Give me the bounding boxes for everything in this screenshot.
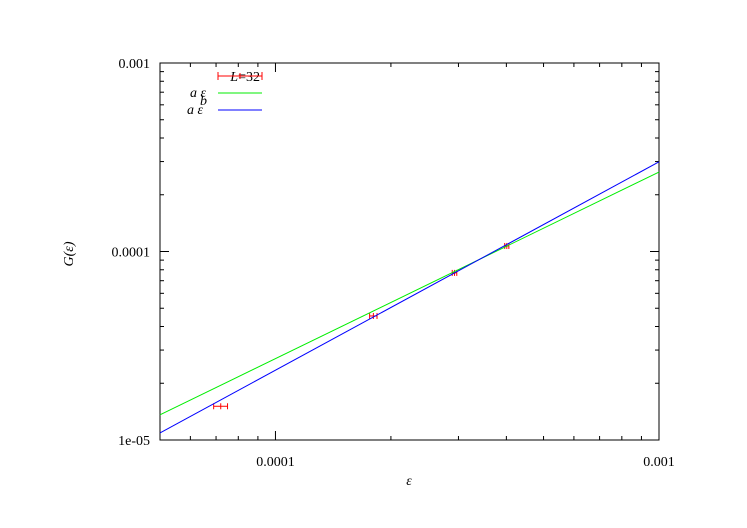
plot-area — [159, 161, 660, 434]
x-axis-title: ε — [406, 474, 412, 489]
y-tick-labels: 1e-05 0.0001 0.001 — [112, 57, 151, 449]
y-axis-title: G(ε) — [62, 241, 77, 266]
fit-line — [159, 161, 660, 434]
legend-label-linear-fit: a ε — [190, 86, 207, 101]
legend: L=32 a ε a ε b — [187, 70, 263, 118]
y-tick-label: 0.001 — [119, 57, 151, 72]
legend-item-power-fit: a ε b — [187, 94, 262, 118]
x-tick-label: 0.0001 — [256, 455, 295, 470]
legend-label-power-fit: a ε — [187, 103, 204, 118]
series-1 — [159, 171, 660, 416]
legend-item-l32: L=32 — [217, 70, 263, 85]
data-point-errorbar — [213, 403, 229, 410]
y-tick-label: 0.0001 — [112, 246, 151, 261]
tick-marks — [159, 62, 660, 441]
series-2 — [159, 161, 660, 434]
x-tick-label: 0.001 — [643, 455, 675, 470]
legend-label-power-exponent: b — [200, 94, 207, 109]
legend-label-l32: L=32 — [229, 70, 260, 85]
legend-swatch-errorbar-icon — [217, 72, 263, 80]
x-tick-labels: 0.0001 0.001 — [256, 455, 675, 470]
legend-item-linear-fit: a ε — [190, 86, 262, 101]
y-tick-label: 1e-05 — [118, 434, 150, 449]
plot-frame — [159, 62, 660, 441]
fit-line — [159, 171, 660, 416]
